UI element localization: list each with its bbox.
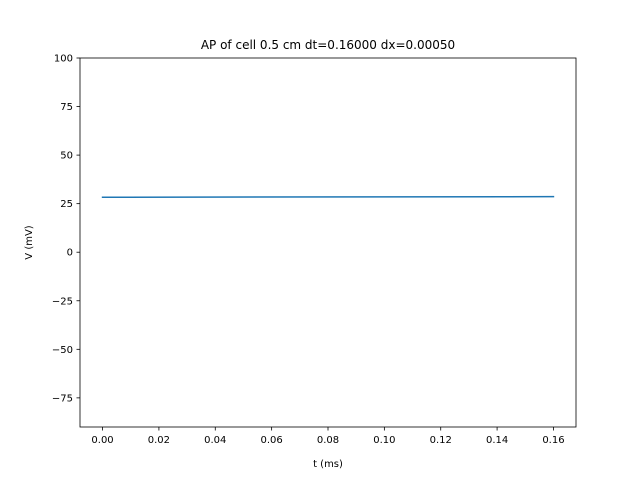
x-tick-label: 0.10 — [373, 435, 395, 446]
x-axis-label: t (ms) — [313, 459, 343, 470]
x-tick-label: 0.02 — [148, 435, 170, 446]
x-tick-label: 0.04 — [204, 435, 226, 446]
x-axis: 0.00 0.02 0.04 0.06 0.08 0.10 0.12 0.14 0.16 — [91, 427, 565, 446]
y-axis-label: V (mV) — [24, 225, 35, 260]
x-tick-label: 0.08 — [317, 435, 339, 446]
plot-area — [80, 58, 576, 427]
series-layer — [101, 195, 555, 199]
x-tick-label: 0.16 — [542, 435, 564, 446]
x-tick-label: 0.06 — [261, 435, 283, 446]
y-tick-label: −50 — [52, 345, 73, 356]
y-tick-label: 0 — [67, 248, 73, 259]
y-tick-label: 75 — [60, 102, 73, 113]
x-tick-label: 0.00 — [91, 435, 113, 446]
y-tick-label: 25 — [60, 199, 73, 210]
y-tick-label: 100 — [54, 54, 73, 65]
y-tick-label: −25 — [52, 296, 73, 307]
x-tick-label: 0.14 — [486, 435, 508, 446]
y-tick-label: −75 — [52, 393, 73, 404]
x-tick-label: 0.12 — [430, 435, 452, 446]
y-tick-label: 50 — [60, 151, 73, 162]
y-axis: −75 −50 −25 0 25 50 75 100 — [52, 54, 80, 404]
series-line — [101, 195, 555, 199]
chart-title: AP of cell 0.5 cm dt=0.16000 dx=0.00050 — [201, 38, 455, 52]
